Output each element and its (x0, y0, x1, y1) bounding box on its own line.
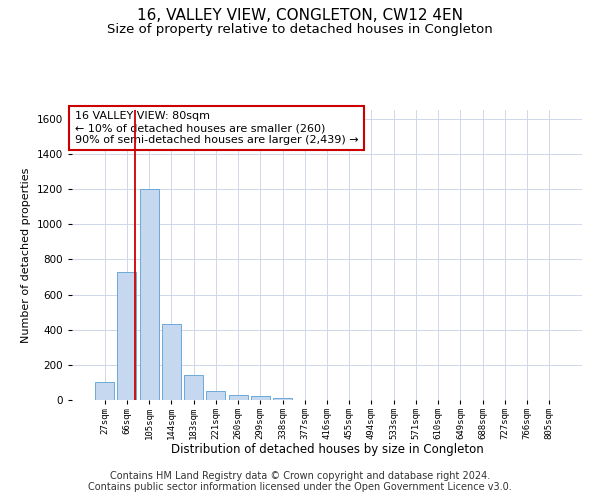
Bar (206, 391, 225, 400)
Bar (184, 376, 203, 400)
Text: Size of property relative to detached houses in Congleton: Size of property relative to detached ho… (107, 22, 493, 36)
Y-axis label: Number of detached properties: Number of detached properties (21, 168, 31, 342)
Bar (95, 382, 114, 400)
Text: Contains HM Land Registry data © Crown copyright and database right 2024.
Contai: Contains HM Land Registry data © Crown c… (88, 471, 512, 492)
Bar (229, 394, 248, 400)
Bar (251, 396, 270, 400)
Bar (118, 272, 136, 400)
Bar (273, 398, 292, 400)
Bar (162, 324, 181, 400)
Text: 16 VALLEY VIEW: 80sqm
← 10% of detached houses are smaller (260)
90% of semi-det: 16 VALLEY VIEW: 80sqm ← 10% of detached … (74, 112, 358, 144)
Bar (140, 189, 158, 400)
Text: 16, VALLEY VIEW, CONGLETON, CW12 4EN: 16, VALLEY VIEW, CONGLETON, CW12 4EN (137, 8, 463, 22)
Text: Distribution of detached houses by size in Congleton: Distribution of detached houses by size … (170, 442, 484, 456)
